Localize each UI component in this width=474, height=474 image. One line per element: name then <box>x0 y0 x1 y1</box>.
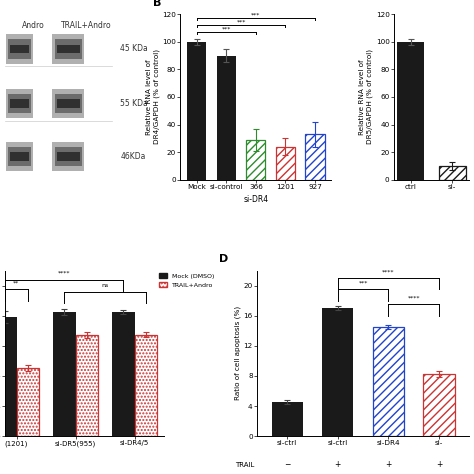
Bar <box>57 152 80 161</box>
Bar <box>55 94 82 113</box>
Text: ***: *** <box>251 13 261 18</box>
Bar <box>6 89 33 118</box>
Text: D: D <box>219 254 228 264</box>
Text: TRAIL: TRAIL <box>235 462 255 468</box>
Bar <box>52 142 84 172</box>
Bar <box>8 146 31 166</box>
Bar <box>0 317 17 436</box>
Text: −: − <box>284 473 291 474</box>
Text: ***: *** <box>358 281 368 286</box>
Text: 55 KDa: 55 KDa <box>120 99 148 108</box>
Bar <box>112 312 135 436</box>
Y-axis label: Ratio of cell apoptosis (%): Ratio of cell apoptosis (%) <box>234 306 241 401</box>
Bar <box>55 146 82 166</box>
Bar <box>423 374 455 436</box>
Bar <box>276 146 295 180</box>
Bar <box>75 335 98 436</box>
Text: +: + <box>385 473 392 474</box>
Text: ***: *** <box>237 19 246 25</box>
Bar <box>10 152 28 161</box>
Text: 45 KDa: 45 KDa <box>120 45 148 54</box>
Y-axis label: Relative RNA level of
DR4/GAPDH (% of control): Relative RNA level of DR4/GAPDH (% of co… <box>146 49 160 145</box>
Bar <box>373 327 404 436</box>
Text: ****: **** <box>382 269 395 274</box>
Bar <box>305 134 325 180</box>
Bar <box>10 100 28 108</box>
Text: ns: ns <box>101 283 109 288</box>
Text: +: + <box>436 460 442 469</box>
Bar <box>135 335 157 436</box>
Bar <box>6 142 33 172</box>
Bar <box>272 402 303 436</box>
Text: −: − <box>284 460 291 469</box>
Bar <box>8 94 31 113</box>
Bar <box>57 100 80 108</box>
Bar <box>187 42 206 180</box>
Text: +: + <box>335 473 341 474</box>
Bar <box>397 42 424 180</box>
Bar <box>53 312 75 436</box>
Legend: Mock (DMSO), TRAIL+Andro: Mock (DMSO), TRAIL+Andro <box>157 271 217 290</box>
X-axis label: si-DR4: si-DR4 <box>243 195 268 204</box>
Text: 46KDa: 46KDa <box>120 152 146 161</box>
Bar <box>57 45 80 53</box>
Text: ***: *** <box>222 27 231 31</box>
Bar <box>439 166 466 180</box>
Bar <box>17 368 39 436</box>
Text: +: + <box>335 460 341 469</box>
Text: ****: **** <box>407 296 420 301</box>
Text: +: + <box>385 460 392 469</box>
Text: B: B <box>153 0 162 8</box>
Bar <box>55 39 82 59</box>
Bar <box>6 34 33 64</box>
Bar <box>246 140 265 180</box>
Text: TRAIL+Andro: TRAIL+Andro <box>61 21 111 30</box>
Bar <box>52 89 84 118</box>
Bar <box>322 308 354 436</box>
Text: ****: **** <box>58 271 70 276</box>
Bar <box>52 34 84 64</box>
Text: +: + <box>436 473 442 474</box>
Bar <box>217 55 236 180</box>
Text: **: ** <box>13 281 19 286</box>
Text: Andro: Andro <box>22 21 45 30</box>
Y-axis label: Relative RNA level of
DR5/GAPDH (% of control): Relative RNA level of DR5/GAPDH (% of co… <box>359 49 373 145</box>
Bar <box>10 45 28 53</box>
Bar <box>8 39 31 59</box>
